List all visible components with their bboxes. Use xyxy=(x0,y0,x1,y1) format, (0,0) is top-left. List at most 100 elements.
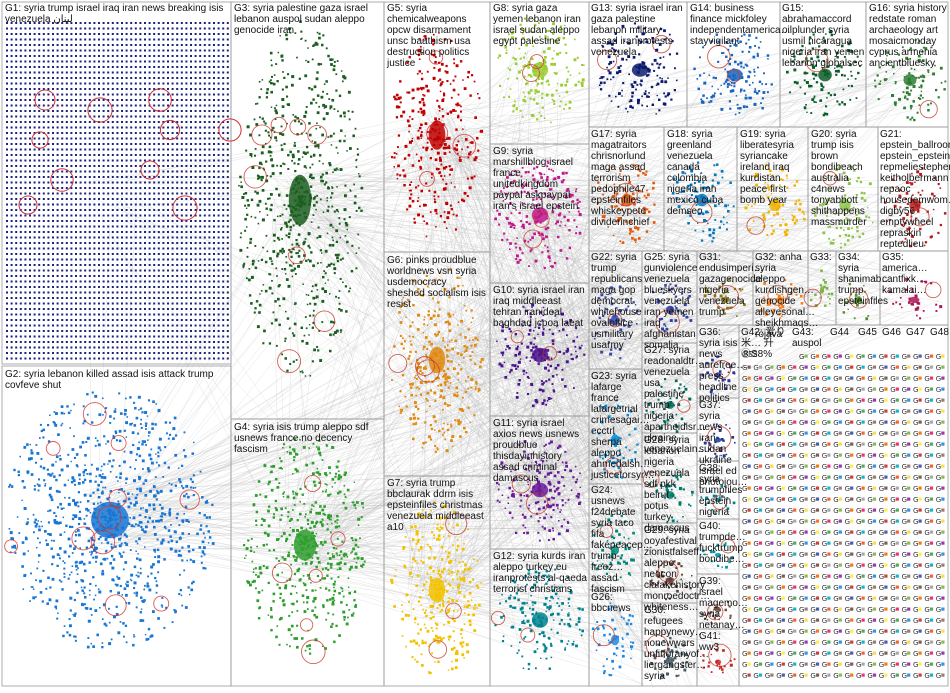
node xyxy=(97,489,100,492)
node xyxy=(44,530,47,533)
node xyxy=(43,39,45,41)
node xyxy=(66,264,68,266)
node xyxy=(18,471,20,473)
node xyxy=(80,143,82,145)
node xyxy=(59,455,61,457)
node xyxy=(61,176,63,178)
node xyxy=(147,576,149,578)
node xyxy=(20,275,22,277)
node xyxy=(79,511,81,513)
node xyxy=(103,77,105,79)
node xyxy=(98,28,100,30)
node xyxy=(24,330,26,332)
node xyxy=(208,154,210,156)
node xyxy=(167,341,169,343)
node xyxy=(218,160,220,162)
node xyxy=(92,557,94,559)
node xyxy=(153,314,155,316)
node xyxy=(162,171,164,173)
node xyxy=(116,358,118,360)
node xyxy=(61,154,63,156)
node xyxy=(176,303,178,305)
node xyxy=(70,226,72,228)
node xyxy=(135,83,137,85)
node xyxy=(52,248,54,250)
node xyxy=(20,292,22,294)
node xyxy=(208,127,210,129)
node xyxy=(213,237,215,239)
node xyxy=(29,341,31,343)
node xyxy=(66,325,68,327)
node xyxy=(176,193,178,195)
node xyxy=(57,565,59,567)
node xyxy=(59,503,62,506)
node xyxy=(208,231,210,233)
node xyxy=(98,138,100,140)
node xyxy=(227,88,229,90)
node xyxy=(57,253,59,255)
node xyxy=(202,567,204,569)
node xyxy=(167,55,169,57)
node xyxy=(34,171,36,173)
node xyxy=(47,149,49,151)
node xyxy=(88,540,91,543)
node xyxy=(29,116,31,118)
node xyxy=(66,50,68,52)
node xyxy=(130,336,132,338)
node xyxy=(89,495,91,497)
node xyxy=(95,595,97,597)
node xyxy=(181,248,183,250)
node xyxy=(126,341,128,343)
node xyxy=(153,220,155,222)
node xyxy=(174,550,177,553)
node xyxy=(83,405,85,407)
node xyxy=(135,358,137,360)
node xyxy=(139,121,141,123)
node xyxy=(126,319,128,321)
node xyxy=(101,542,102,543)
node xyxy=(6,325,8,327)
node xyxy=(15,83,17,85)
node xyxy=(199,77,201,79)
node xyxy=(56,600,59,603)
node xyxy=(57,72,59,74)
node xyxy=(153,253,155,255)
node xyxy=(34,297,36,299)
node xyxy=(176,242,178,244)
node xyxy=(84,143,86,145)
node xyxy=(29,253,31,255)
node xyxy=(47,237,49,239)
node xyxy=(218,336,220,338)
node xyxy=(149,308,151,310)
node xyxy=(162,33,164,35)
node xyxy=(76,453,79,456)
node xyxy=(133,504,135,506)
node xyxy=(57,55,59,57)
node xyxy=(185,336,187,338)
node xyxy=(70,193,72,195)
node xyxy=(167,182,169,184)
node xyxy=(158,231,160,233)
node xyxy=(144,237,146,239)
node xyxy=(181,547,183,549)
node xyxy=(6,138,8,140)
node xyxy=(190,132,192,134)
node xyxy=(152,520,154,522)
node xyxy=(139,138,141,140)
node xyxy=(29,347,31,349)
node xyxy=(34,94,36,96)
node xyxy=(121,543,123,545)
node xyxy=(24,242,26,244)
node xyxy=(6,28,8,30)
node xyxy=(218,33,220,35)
node xyxy=(116,105,118,107)
node xyxy=(153,275,155,277)
node xyxy=(190,77,192,79)
node xyxy=(204,77,206,79)
node xyxy=(11,253,13,255)
node xyxy=(125,478,128,481)
node xyxy=(153,149,155,151)
node xyxy=(213,171,215,173)
node xyxy=(130,264,132,266)
node xyxy=(112,39,114,41)
